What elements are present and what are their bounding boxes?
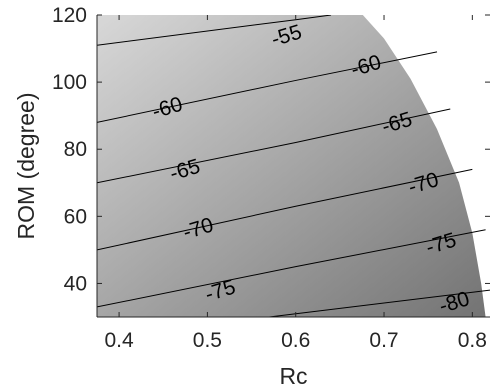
x-tick-label: 0.5: [193, 329, 222, 352]
y-axis-label: ROM (degree): [13, 93, 39, 240]
x-axis-label: Rc: [279, 363, 307, 389]
shaded-region: [97, 15, 486, 317]
y-tick-label: 120: [52, 4, 87, 27]
plot-area: -55-60-60-65-65-70-70-75-75-80: [97, 15, 490, 317]
y-tick-label: 100: [52, 71, 87, 94]
y-tick-label: 80: [64, 138, 87, 161]
x-tick-label: 0.8: [458, 329, 487, 352]
y-tick-label: 40: [64, 272, 87, 295]
contour-line: [97, 229, 486, 308]
contour-line: [269, 289, 490, 317]
x-tick-label: 0.6: [281, 329, 310, 352]
y-tick-label: 60: [64, 205, 87, 228]
x-tick-label: 0.4: [104, 329, 134, 352]
axes: 0.4 0.5 0.6 0.7 0.8 40 60 80 100 120: [52, 4, 490, 352]
contour-line: [97, 108, 451, 184]
contour-line: [97, 168, 473, 251]
contour-line: [97, 51, 438, 123]
x-tick-label: 0.7: [369, 329, 398, 352]
